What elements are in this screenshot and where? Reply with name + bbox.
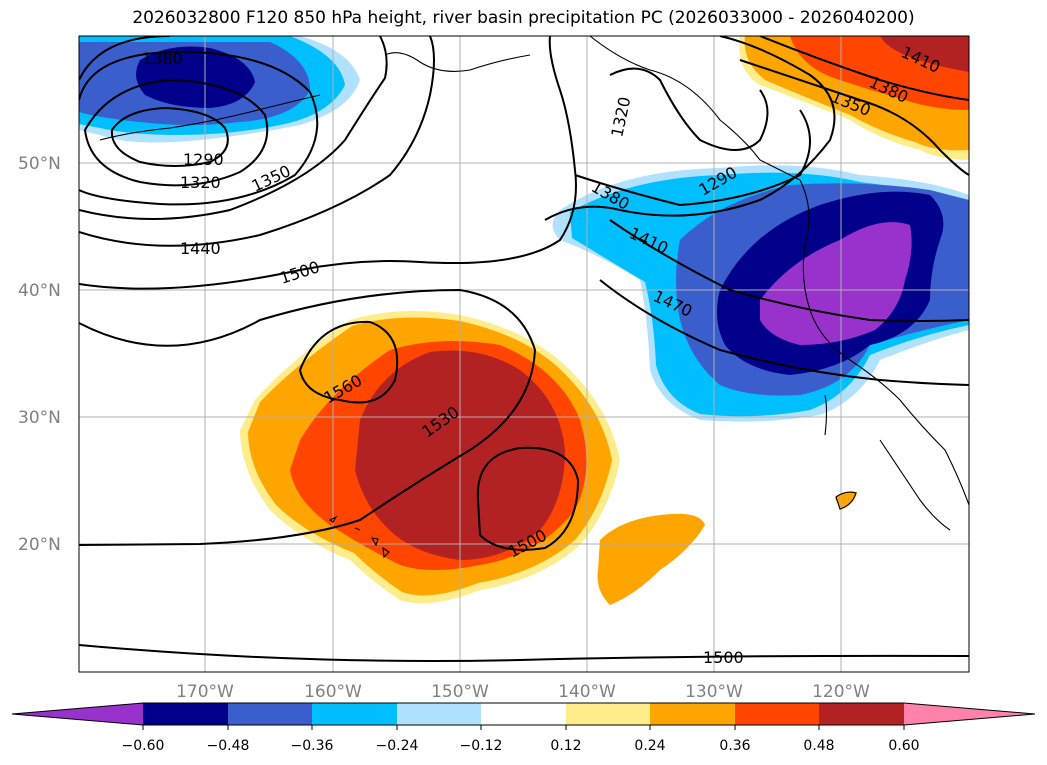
lat-label-20n: 20°N (18, 535, 61, 555)
coastlines (99, 36, 969, 559)
colorbar-bin (735, 703, 819, 725)
contour-1410 (79, 36, 388, 220)
lon-label-160w: 160°W (304, 682, 362, 702)
colorbar-max-extension (904, 703, 1035, 725)
contour-1380-east (544, 36, 836, 221)
contour-1560 (298, 320, 399, 404)
contour-1350-east (739, 59, 969, 176)
contour-1470-west (79, 36, 577, 290)
colorbar-tick-labels: −0.60 −0.48 −0.36 −0.24 −0.12 0.12 0.24 … (122, 738, 920, 754)
contour-1380-west (79, 36, 171, 81)
lat-label-50n: 50°N (18, 154, 61, 174)
colorbar-tick-label: −0.12 (460, 738, 503, 754)
lon-label-170w: 170°W (176, 682, 234, 702)
colorbar-tick-label: −0.48 (207, 738, 250, 754)
colorbar-tick-label: 0.12 (550, 738, 581, 754)
colorbar-tick-label: 0.24 (634, 738, 665, 754)
lon-label-120w: 120°W (812, 682, 870, 702)
plot-area: 1380 1290 1320 1350 1440 1500 1560 1530 … (79, 36, 969, 672)
colorbar-bin (312, 703, 397, 725)
colorbar-tick-label: 0.48 (803, 738, 834, 754)
lat-label-30n: 30°N (18, 408, 61, 428)
contour-1350-west (79, 50, 319, 206)
lon-label-140w: 140°W (558, 682, 616, 702)
plot-frame (78, 35, 970, 673)
colorbar-bin (228, 703, 312, 725)
colorbar-bin (566, 703, 650, 725)
contour-1320-west (83, 78, 269, 187)
colorbar-tick-label: −0.24 (376, 738, 419, 754)
contour-label: 1440 (180, 239, 221, 258)
colorbar-bin (819, 703, 904, 725)
contour-label: 1380 (142, 49, 183, 68)
contour-1320-east (574, 109, 811, 207)
colorbar-min-extension (12, 703, 143, 725)
contour-1500-low (476, 446, 580, 551)
colorbar: −0.60 −0.48 −0.36 −0.24 −0.12 0.12 0.24 … (11, 702, 1036, 754)
contour-1410-east (609, 219, 969, 322)
colorbar-bin (481, 703, 566, 725)
contour-1290-east (609, 67, 769, 151)
colorbar-tick-label: 0.36 (719, 738, 750, 754)
contour-1470-east (599, 279, 969, 386)
map-title: 2026032800 F120 850 hPa height, river ba… (132, 8, 915, 28)
colorbar-tick-label: −0.36 (291, 738, 334, 754)
height-contours (79, 36, 969, 662)
colorbar-bin (143, 703, 228, 725)
contour-1290-west (110, 106, 229, 167)
longitude-labels: 170°W 160°W 150°W 140°W 130°W 120°W (176, 682, 870, 702)
colorbar-tick-label: 0.60 (888, 738, 919, 754)
contour-1500-central (79, 288, 537, 546)
colorbar-ticks (142, 725, 905, 730)
contour-1380-northeast (759, 36, 969, 101)
colorbar-tick-label: −0.60 (122, 738, 165, 754)
latitude-labels: 50°N 40°N 30°N 20°N (18, 154, 61, 555)
contour-1440 (79, 36, 435, 247)
lat-lon-grid (79, 36, 969, 672)
contour-label: 1320 (180, 173, 221, 192)
lat-label-40n: 40°N (18, 281, 61, 301)
contour-label: 1290 (183, 150, 224, 169)
contour-1500-south (79, 644, 969, 662)
lon-label-150w: 150°W (431, 682, 489, 702)
contour-label: 1500 (703, 648, 744, 667)
negative-anomaly-east-pacific (552, 165, 969, 422)
lon-label-130w: 130°W (685, 682, 743, 702)
colorbar-bin (650, 703, 735, 725)
colorbar-bin (397, 703, 481, 725)
